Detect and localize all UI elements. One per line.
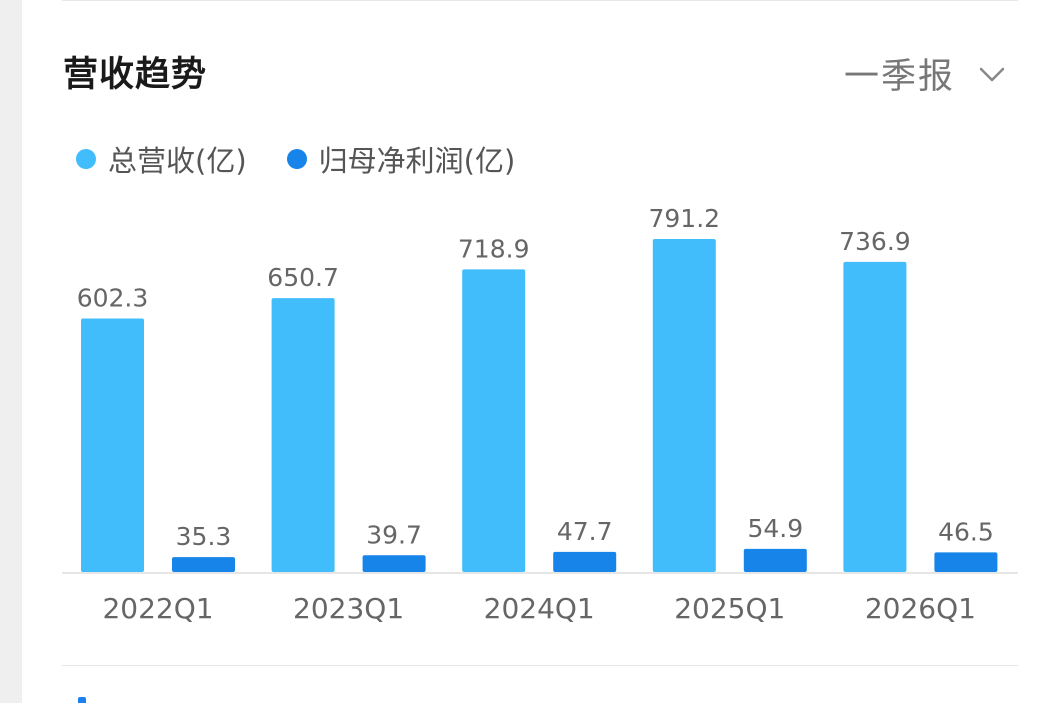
bar-revenue-2026Q1[interactable] [843, 261, 907, 572]
chart-legend: 总营收(亿) 归母净利润(亿) [76, 138, 555, 180]
period-selector[interactable]: 一季报 [844, 48, 1007, 99]
value-label-revenue-2023Q1: 650.7 [267, 263, 339, 292]
legend-dot-profit [286, 149, 307, 169]
value-label-revenue-2022Q1: 602.3 [77, 284, 149, 313]
period-selector-label: 一季报 [843, 57, 955, 97]
x-tick-label-2022Q1: 2022Q1 [102, 592, 213, 625]
value-label-revenue-2026Q1: 736.9 [839, 227, 911, 256]
value-label-revenue-2025Q1: 791.2 [649, 204, 721, 233]
bar-revenue-2022Q1[interactable] [81, 318, 144, 572]
value-label-profit-2023Q1: 39.7 [366, 520, 422, 549]
x-tick-label-2025Q1: 2025Q1 [674, 592, 785, 625]
bar-profit-2023Q1[interactable] [362, 555, 426, 572]
chevron-down-icon [979, 67, 1005, 81]
bottom-divider [62, 665, 1018, 666]
legend-dot-revenue [76, 149, 96, 169]
value-label-revenue-2024Q1: 718.9 [458, 234, 530, 263]
bar-revenue-2025Q1[interactable] [652, 239, 716, 572]
value-label-profit-2025Q1: 54.9 [747, 514, 803, 543]
x-tick-label-2023Q1: 2023Q1 [293, 592, 404, 625]
legend-item-profit[interactable]: 归母净利润(亿) [286, 138, 516, 180]
legend-item-revenue[interactable]: 总营收(亿) [76, 138, 247, 180]
value-label-profit-2022Q1: 35.3 [176, 522, 232, 551]
section-title: 营收趋势 [63, 55, 208, 95]
bar-profit-2024Q1[interactable] [553, 551, 617, 572]
left-gutter [0, 0, 22, 703]
legend-label-profit: 归母净利润(亿) [318, 144, 516, 178]
bar-revenue-2023Q1[interactable] [271, 298, 335, 572]
partial-next-section-icon [78, 697, 86, 703]
bar-profit-2025Q1[interactable] [743, 548, 807, 572]
bar-profit-2022Q1[interactable] [172, 557, 235, 572]
bar-profit-2026Q1[interactable] [934, 552, 998, 572]
x-tick-label-2024Q1: 2024Q1 [484, 592, 595, 625]
top-divider [62, 0, 1018, 1]
bar-revenue-2024Q1[interactable] [462, 269, 526, 572]
value-label-profit-2026Q1: 46.5 [938, 517, 994, 546]
legend-label-revenue: 总营收(亿) [108, 144, 247, 178]
value-label-profit-2024Q1: 47.7 [557, 517, 613, 546]
x-tick-label-2026Q1: 2026Q1 [865, 592, 976, 625]
